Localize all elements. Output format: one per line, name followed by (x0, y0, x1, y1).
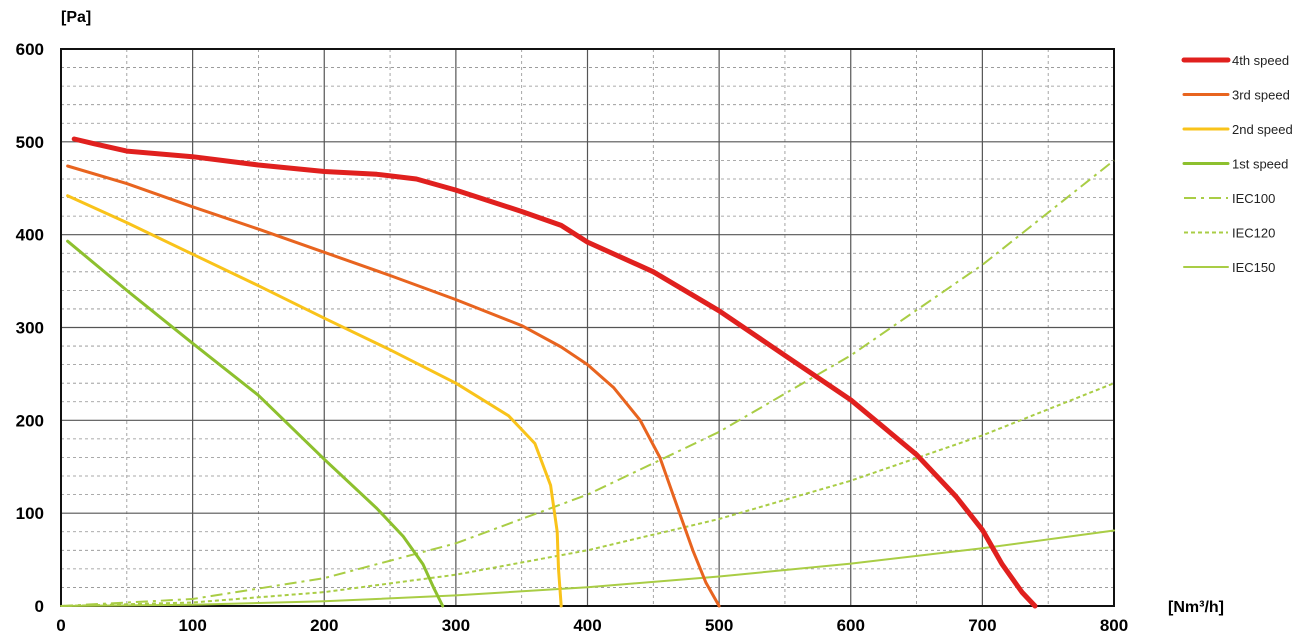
x-tick-label: 300 (442, 616, 470, 635)
legend-item-1st-speed: 1st speed (1182, 157, 1288, 172)
legend-label: 2nd speed (1232, 122, 1293, 137)
legend-item-iec120: IEC120 (1184, 226, 1275, 241)
y-tick-label: 500 (16, 133, 44, 152)
y-axis-ticks: 0 100 200 300 400 500 600 (16, 40, 44, 616)
x-tick-label: 100 (178, 616, 206, 635)
y-tick-label: 600 (16, 40, 44, 59)
legend-label: IEC100 (1232, 191, 1275, 206)
series-line-1st-speed (66, 239, 445, 608)
x-axis-ticks: 0 100 200 300 400 500 600 700 800 (56, 616, 1128, 635)
y-tick-label: 100 (16, 504, 44, 523)
legend-item-2nd-speed: 2nd speed (1182, 122, 1293, 137)
x-tick-label: 500 (705, 616, 733, 635)
plot-frame (60, 48, 1115, 607)
x-tick-label: 800 (1100, 616, 1128, 635)
legend-item-iec150: IEC150 (1183, 260, 1275, 275)
x-tick-label: 400 (573, 616, 601, 635)
series-line-4th-speed (71, 136, 1038, 609)
y-axis-unit-label: [Pa] (61, 9, 91, 26)
series-line-3rd-speed (66, 164, 721, 608)
x-tick-label: 600 (837, 616, 865, 635)
major-grid (61, 49, 1114, 606)
x-axis-unit-label: [Nm³/h] (1168, 599, 1224, 616)
series-line-iec100 (60, 159, 1115, 607)
legend-label: IEC150 (1232, 260, 1275, 275)
y-tick-label: 0 (35, 597, 44, 616)
legend-label: 3rd speed (1232, 88, 1290, 103)
legend-item-3rd-speed: 3rd speed (1182, 88, 1290, 103)
legend-item-4th-speed: 4th speed (1181, 53, 1289, 68)
series-line-iec120 (60, 382, 1115, 607)
series-line-2nd-speed (66, 194, 563, 608)
legend-label: IEC120 (1232, 226, 1275, 241)
series-layer (60, 136, 1115, 609)
x-tick-label: 0 (56, 616, 65, 635)
y-tick-label: 300 (16, 319, 44, 338)
legend-label: 4th speed (1232, 53, 1289, 68)
legend: 4th speed 3rd speed 2nd speed 1st speed IEC1… (1181, 53, 1293, 275)
x-tick-label: 200 (310, 616, 338, 635)
legend-label: 1st speed (1232, 157, 1288, 172)
x-tick-label: 700 (968, 616, 996, 635)
legend-item-iec100: IEC100 (1184, 191, 1275, 206)
series-line-iec150 (60, 529, 1115, 607)
y-tick-label: 400 (16, 226, 44, 245)
y-tick-label: 200 (16, 411, 44, 430)
